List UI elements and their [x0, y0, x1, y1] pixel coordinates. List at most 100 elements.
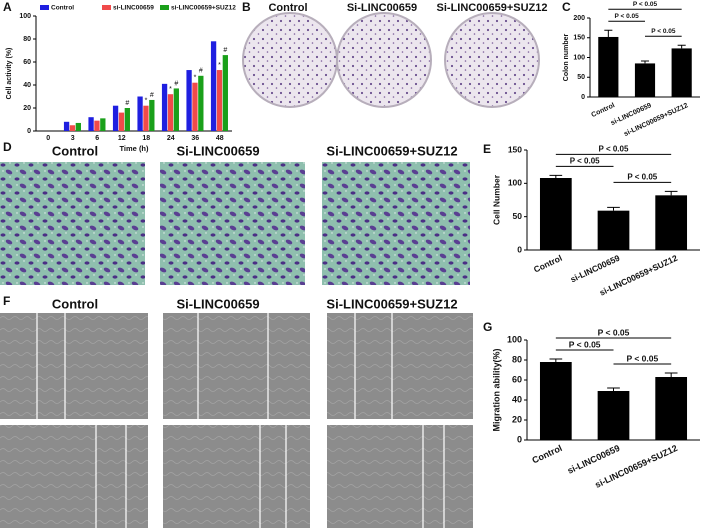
- y-tick-label: 40: [23, 82, 31, 89]
- significance-mark: #: [223, 47, 227, 54]
- legend-label: si-LINC00659+SUZ12: [171, 5, 236, 12]
- x-tick-label: si-LINC00659+SUZ12: [623, 102, 689, 138]
- y-tick-label: 20: [23, 105, 31, 112]
- x-tick-label: Control: [530, 443, 563, 466]
- scratch-image: [163, 425, 310, 528]
- scratch-image: [327, 313, 473, 419]
- bar: [598, 36, 619, 97]
- y-axis-label: Migration ability(%): [491, 348, 501, 431]
- significance-mark: *: [169, 86, 172, 93]
- bar: [112, 105, 119, 131]
- bar: [88, 117, 94, 131]
- comparison-label: P < 0.05: [615, 13, 640, 20]
- y-tick-label: 50: [513, 211, 523, 221]
- x-tick-label: 36: [191, 135, 199, 142]
- comparison-label: P < 0.05: [633, 1, 658, 8]
- x-tick-label: 24: [167, 135, 175, 142]
- legend-swatch: [160, 5, 169, 10]
- image-caption: Si-LINC00659+SUZ12: [326, 296, 457, 311]
- panel-label: D: [3, 140, 12, 154]
- legend-label: Control: [51, 5, 74, 12]
- scratch-image: [0, 313, 148, 419]
- error-bar: [607, 387, 620, 391]
- x-tick-label: 3: [71, 135, 75, 142]
- significance-mark: #: [174, 80, 178, 87]
- y-tick-label: 100: [508, 178, 522, 188]
- x-tick-label: Control: [590, 102, 616, 119]
- image-caption: Control: [268, 2, 307, 14]
- panel-label: E: [483, 142, 491, 156]
- panel-label: A: [3, 0, 12, 14]
- significance-mark: #: [125, 100, 129, 107]
- error-bar: [640, 60, 650, 64]
- bar: [655, 195, 688, 250]
- significance-mark: #: [199, 68, 203, 75]
- bar: [192, 82, 198, 131]
- bar: [149, 99, 155, 131]
- bar: [597, 391, 630, 440]
- bar: [173, 88, 179, 131]
- x-tick-label: 48: [216, 135, 224, 142]
- panel-label: G: [483, 320, 492, 334]
- x-tick-label: Control: [532, 253, 564, 275]
- comparison-label: P < 0.05: [599, 144, 629, 153]
- error-bar: [549, 358, 563, 362]
- y-tick-label: 0: [517, 244, 522, 254]
- error-bar: [677, 44, 686, 49]
- image-caption: Si-LINC00659: [176, 296, 259, 311]
- bar: [671, 48, 692, 97]
- y-axis-label: Colon number: [563, 34, 570, 82]
- bar: [94, 120, 100, 131]
- y-tick-label: 0: [517, 434, 522, 444]
- bar: [75, 122, 81, 131]
- y-tick-label: 100: [573, 54, 585, 61]
- transwell-image: [160, 162, 305, 285]
- significance-mark: *: [218, 62, 221, 69]
- image-caption: Si-LINC00659: [347, 2, 417, 14]
- y-tick-label: 20: [512, 414, 522, 424]
- y-axis-label: Cell activity (%): [6, 48, 13, 100]
- comparison-label: P < 0.05: [626, 353, 658, 363]
- bar: [655, 377, 688, 440]
- y-axis-label: Cell Number: [491, 174, 501, 225]
- scratch-image: [163, 313, 310, 419]
- x-tick-label: 0: [46, 135, 50, 142]
- legend-label: si-LINC00659: [113, 5, 154, 12]
- y-tick-label: 0: [581, 94, 585, 101]
- bar: [63, 121, 70, 131]
- x-tick-label: 18: [142, 135, 150, 142]
- colony-dish: [336, 12, 432, 108]
- image-caption: Control: [52, 296, 98, 311]
- error-bar: [664, 372, 678, 377]
- y-tick-label: 150: [573, 35, 585, 42]
- error-bar: [664, 190, 678, 196]
- y-tick-label: 200: [573, 15, 585, 22]
- comparison-label: P < 0.05: [598, 327, 630, 337]
- y-tick-label: 50: [577, 74, 585, 81]
- colony-dish: [444, 12, 540, 108]
- legend-swatch: [40, 5, 49, 10]
- panel-label: F: [3, 294, 10, 308]
- y-tick-label: 100: [19, 13, 31, 20]
- colony-dish: [242, 12, 338, 108]
- image-caption: Si-LINC00659+SUZ12: [326, 143, 457, 158]
- x-tick-label: 12: [118, 135, 126, 142]
- y-tick-label: 150: [508, 144, 522, 154]
- bar: [118, 112, 125, 131]
- bar: [186, 70, 192, 131]
- y-tick-label: 0: [27, 128, 31, 135]
- bar: [167, 94, 174, 131]
- panel-label: B: [242, 0, 251, 14]
- bar: [69, 125, 76, 131]
- image-caption: Si-LINC00659+SUZ12: [437, 2, 548, 14]
- bar: [222, 55, 228, 131]
- bar: [539, 178, 572, 250]
- transwell-image: [322, 162, 470, 285]
- y-tick-label: 60: [512, 374, 522, 384]
- bar: [137, 96, 143, 131]
- legend-swatch: [102, 5, 111, 10]
- comparison-label: P < 0.05: [651, 28, 676, 35]
- comparison-label: P < 0.05: [569, 339, 601, 349]
- x-axis-label: Time (h): [119, 144, 149, 153]
- y-tick-label: 80: [512, 354, 522, 364]
